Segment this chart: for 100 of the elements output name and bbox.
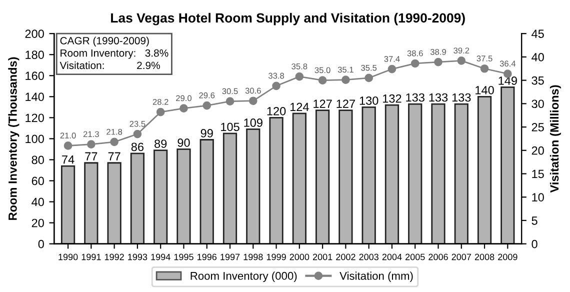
data-label: 37.5 <box>476 56 492 62</box>
data-label: 127 <box>314 100 332 108</box>
data-label: 35.8 <box>292 63 308 70</box>
data-label: 29.0 <box>176 95 192 102</box>
bar <box>454 103 468 244</box>
data-label: 35.5 <box>361 64 377 71</box>
point <box>388 64 396 74</box>
bar <box>500 86 515 244</box>
y-tick-label: 160 <box>26 72 44 80</box>
data-label: 21.8 <box>106 128 122 135</box>
x-tick-label: 1995 <box>174 254 194 260</box>
y-tick-label: 80 <box>32 156 44 164</box>
data-label: 36.4 <box>500 60 516 67</box>
y-tick-label: 140 <box>26 92 44 102</box>
y-tick-label: 180 <box>26 50 44 59</box>
data-label: 140 <box>476 86 494 94</box>
legend-label: Visitation (mm) <box>340 272 413 282</box>
data-label: 133 <box>429 93 448 102</box>
bar <box>84 162 98 244</box>
data-label: 132 <box>383 94 402 103</box>
data-label: 28.2 <box>152 98 168 105</box>
y2-tick-label: 25 <box>532 123 544 132</box>
data-label: 38.9 <box>430 48 446 55</box>
point <box>87 140 96 148</box>
bar <box>107 162 122 244</box>
point <box>364 74 373 82</box>
x-tick-label: 1993 <box>128 254 148 260</box>
x-tick-label: 2005 <box>406 254 425 260</box>
y2-tick-label: 10 <box>532 193 544 202</box>
x-tick-label: 1998 <box>244 254 263 260</box>
annotation: Room Inventory: 3.8% <box>60 49 168 59</box>
point <box>180 104 188 112</box>
point <box>226 97 234 106</box>
x-tick-label: 2009 <box>498 254 518 260</box>
data-label: 77 <box>85 152 98 160</box>
bar <box>176 148 191 244</box>
point <box>457 56 466 65</box>
point <box>156 108 165 116</box>
data-label: 124 <box>290 102 309 112</box>
data-label: 21.3 <box>83 131 99 138</box>
bar <box>362 106 376 244</box>
data-label: 30.6 <box>245 88 261 94</box>
y-tick-label: 0 <box>38 240 44 248</box>
data-label: 38.6 <box>407 50 423 56</box>
y2-tick-label: 15 <box>532 170 544 178</box>
x-tick-label: 2002 <box>336 254 356 260</box>
data-label: 77 <box>108 152 120 160</box>
bar <box>246 128 260 244</box>
point <box>64 142 72 150</box>
data-label: 90 <box>178 138 190 147</box>
bar <box>477 96 492 244</box>
x-tick-label: 2001 <box>312 254 332 260</box>
x-tick-label: 1999 <box>266 254 286 260</box>
y-tick-label: 20 <box>32 218 44 228</box>
data-label: 29.6 <box>199 92 215 98</box>
x-tick-label: 1992 <box>104 254 124 260</box>
x-tick-label: 1996 <box>198 254 217 260</box>
y-tick-label: 60 <box>32 176 44 186</box>
bar <box>384 104 400 244</box>
y2-tick-label: 0 <box>532 240 538 248</box>
x-tick-label: 2006 <box>428 254 448 260</box>
x-tick-label: 1997 <box>220 254 240 260</box>
data-label: 33.8 <box>268 72 284 79</box>
bar <box>130 152 145 244</box>
data-label: 130 <box>360 96 378 105</box>
bar <box>269 116 284 244</box>
x-tick-label: 2004 <box>382 254 402 260</box>
data-label: 133 <box>452 93 471 102</box>
x-tick-label: 2008 <box>474 254 494 260</box>
data-label: 37.4 <box>384 56 400 62</box>
bar <box>431 103 446 244</box>
bar <box>408 103 422 244</box>
point <box>110 138 118 146</box>
y-tick-label: 120 <box>26 114 44 122</box>
y-tick-label: 100 <box>26 134 44 144</box>
point <box>410 59 420 68</box>
data-label: 120 <box>267 106 286 116</box>
point <box>202 101 212 110</box>
bar <box>60 165 76 244</box>
bar <box>200 139 214 244</box>
y-axis-title: Room Inventory (Thousands) <box>8 57 20 220</box>
x-tick-label: 1994 <box>151 254 170 260</box>
data-label: 149 <box>498 76 517 85</box>
data-label: 74 <box>62 155 74 164</box>
y2-axis-title: Visitation (Millions) <box>550 85 561 193</box>
y2-tick-label: 20 <box>532 146 544 155</box>
data-label: 39.2 <box>454 48 470 54</box>
annotation: CAGR (1990-2009) <box>60 36 149 46</box>
y2-tick-label: 30 <box>532 100 544 108</box>
x-tick-label: 2007 <box>452 254 471 260</box>
point <box>434 58 442 66</box>
x-tick-label: 1990 <box>58 254 78 260</box>
point <box>295 72 304 81</box>
bar <box>222 132 238 244</box>
chart-title: Las Vegas Hotel Room Supply and Visitation (1990-2009) <box>111 12 465 26</box>
data-label: 35.0 <box>314 67 330 74</box>
data-label: 30.5 <box>222 88 238 94</box>
point <box>318 76 327 84</box>
y-tick-label: 40 <box>32 198 44 206</box>
bar <box>316 110 330 244</box>
